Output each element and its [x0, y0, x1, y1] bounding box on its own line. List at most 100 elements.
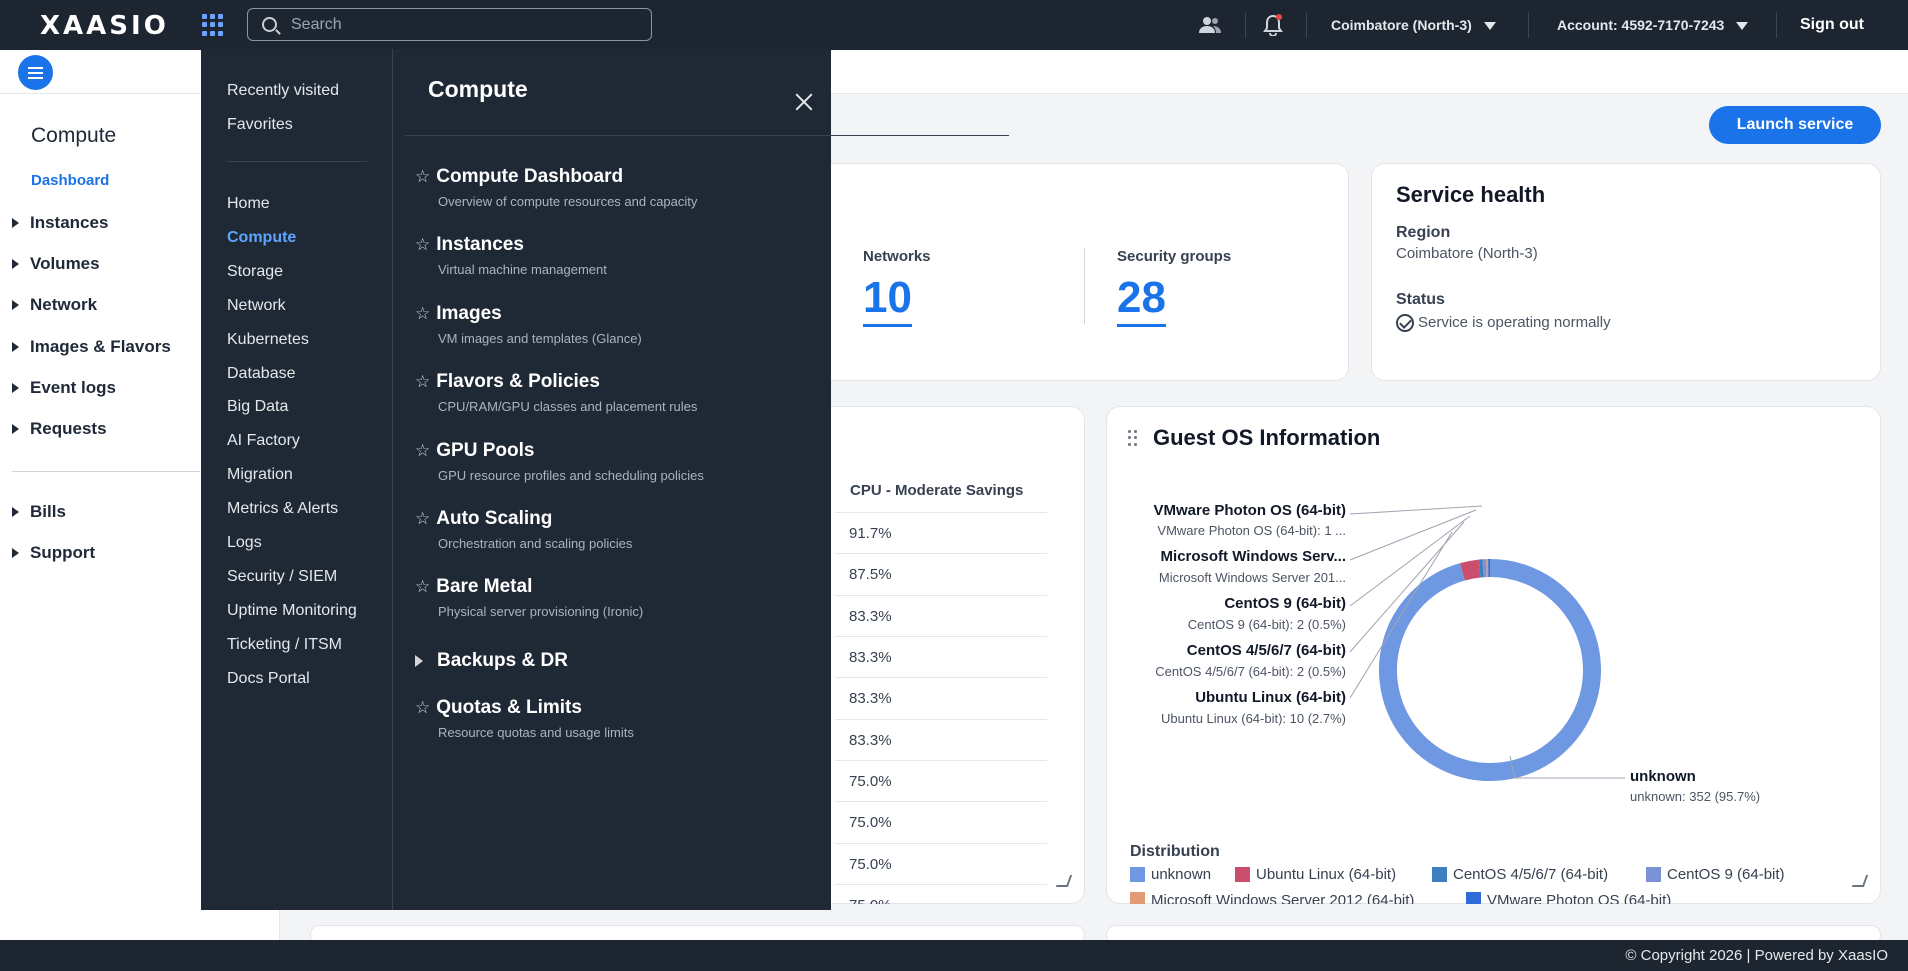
menu-service-panel: Compute ☆ Compute Dashboard Overview of co…: [393, 49, 1009, 910]
bell-icon[interactable]: [1263, 14, 1283, 36]
menu-item-migration[interactable]: Migration: [227, 466, 293, 484]
region-value: Coimbatore (North-3): [1396, 245, 1538, 262]
legend-item[interactable]: VMware Photon OS (64-bit): [1466, 892, 1671, 904]
star-icon[interactable]: ☆: [415, 509, 431, 528]
donut-slice[interactable]: [1460, 559, 1481, 581]
star-icon[interactable]: ☆: [415, 577, 431, 597]
divider: [1528, 12, 1529, 38]
menu-service-flavors-policies[interactable]: ☆ Flavors & Policies CPU/RAM/GPU classes a…: [415, 371, 698, 415]
legend-item[interactable]: CentOS 9 (64-bit): [1646, 866, 1785, 883]
close-icon[interactable]: [793, 91, 815, 113]
menu-category-list: Recently visited Favorites Home Compute St…: [201, 49, 393, 910]
donut-slice[interactable]: [1379, 559, 1601, 781]
callout-sub: CentOS 4/5/6/7 (64-bit): 2 (0.5%): [1155, 664, 1346, 679]
menu-service-auto-scaling[interactable]: ☆ Auto Scaling Orchestration and scaling p…: [415, 508, 633, 551]
legend-title: Distribution: [1130, 843, 1220, 860]
menu-item-kubernetes[interactable]: Kubernetes: [227, 330, 309, 348]
caret-right-icon: [12, 383, 19, 393]
menu-group-backups-dr[interactable]: Backups & DR: [415, 650, 568, 672]
menu-item-favorites[interactable]: Favorites: [227, 116, 293, 133]
account-selector[interactable]: Account: 4592-7170-7243: [1557, 17, 1749, 33]
sign-out-link[interactable]: Sign out: [1800, 16, 1864, 33]
menu-item-uptime-monitoring[interactable]: Uptime Monitoring: [227, 601, 357, 619]
sidebar-item-bills[interactable]: Bills: [12, 502, 66, 522]
logo[interactable]: XAASIO: [40, 11, 169, 41]
sidebar-item-volumes[interactable]: Volumes: [12, 254, 100, 274]
divider: [1245, 12, 1246, 38]
menu-item-big-data[interactable]: Big Data: [227, 398, 289, 416]
footer-copyright: © Copyright 2026 | Powered by XaasIO: [1625, 947, 1888, 964]
search-input[interactable]: [291, 15, 631, 34]
menu-item-storage[interactable]: Storage: [227, 262, 284, 280]
star-icon[interactable]: ☆: [415, 698, 431, 717]
region-selector[interactable]: Coimbatore (North-3): [1331, 17, 1496, 33]
top-bar: XAASIO Coimbatore (North-3) Account: 459…: [0, 0, 1908, 50]
legend-item[interactable]: unknown: [1130, 866, 1211, 883]
star-icon[interactable]: ☆: [415, 167, 431, 186]
menu-item-network[interactable]: Network: [227, 296, 286, 314]
menu-item-home[interactable]: Home: [227, 195, 270, 212]
stat-divider: [1084, 248, 1085, 324]
menu-item-ticketing-itsm[interactable]: Ticketing / ITSM: [227, 635, 342, 653]
callout-sub: VMware Photon OS (64-bit): 1 ...: [1157, 523, 1346, 538]
star-icon[interactable]: ☆: [415, 440, 431, 460]
menu-item-security-siem[interactable]: Security / SIEM: [227, 567, 338, 585]
caret-right-icon: [12, 548, 19, 558]
menu-toggle-button[interactable]: [18, 55, 53, 90]
legend-swatch: [1646, 867, 1661, 882]
cpu-table-header: CPU - Moderate Savings: [850, 482, 1024, 499]
menu-service-instances[interactable]: ☆ Instances Virtual machine management: [415, 234, 607, 278]
menu-item-metrics-alerts[interactable]: Metrics & Alerts: [227, 500, 339, 518]
menu-item-logs[interactable]: Logs: [227, 534, 262, 551]
sidebar-item-dashboard[interactable]: Dashboard: [31, 172, 110, 189]
star-icon[interactable]: ☆: [415, 372, 431, 392]
caret-right-icon: [415, 654, 423, 667]
sidebar-item-instances[interactable]: Instances: [12, 213, 108, 233]
menu-service-quotas-limits[interactable]: ☆ Quotas & Limits Resource quotas and usa…: [415, 697, 634, 740]
menu-item-docs-portal[interactable]: Docs Portal: [227, 669, 310, 687]
menu-item-recently-visited[interactable]: Recently visited: [227, 82, 340, 99]
menu-panel-title: Compute: [428, 76, 528, 102]
users-icon[interactable]: [1199, 16, 1221, 34]
caret-right-icon: [12, 507, 19, 517]
services-mega-menu: Recently visited Favorites Home Compute St…: [201, 49, 1009, 910]
cpu-table-row: 75.0%: [835, 801, 1047, 842]
menu-service-gpu-pools[interactable]: ☆ GPU Pools GPU resource profiles and sche…: [415, 439, 704, 483]
cpu-table-row: 83.3%: [835, 636, 1047, 677]
account-label: Account: 4592-7170-7243: [1557, 17, 1725, 33]
menu-service-images[interactable]: ☆ Images VM images and templates (Glance): [415, 302, 642, 346]
star-icon[interactable]: ☆: [415, 235, 431, 255]
legend-item[interactable]: Ubuntu Linux (64-bit): [1235, 866, 1396, 883]
guest-os-card: [1106, 406, 1881, 904]
menu-item-database[interactable]: Database: [227, 364, 296, 382]
callout-lines: [1349, 505, 1625, 779]
legend-item[interactable]: CentOS 4/5/6/7 (64-bit): [1432, 866, 1608, 883]
star-icon[interactable]: ☆: [415, 303, 431, 323]
sidebar-item-network[interactable]: Network: [12, 295, 97, 315]
menu-item-compute[interactable]: Compute: [227, 228, 297, 246]
sidebar-item-event-logs[interactable]: Event logs: [12, 378, 116, 398]
sidebar-item-images-flavors[interactable]: Images & Flavors: [12, 337, 171, 357]
service-health-card: [1371, 163, 1881, 381]
menu-service-compute-dashboard[interactable]: ☆ Compute Dashboard Overview of compute re…: [415, 166, 698, 209]
caret-right-icon: [12, 424, 19, 434]
stat-value-networks[interactable]: 10: [863, 274, 912, 327]
legend-swatch: [1432, 867, 1447, 882]
legend-item[interactable]: Microsoft Windows Server 2012 (64-bit): [1130, 892, 1414, 904]
stat-label-networks: Networks: [863, 248, 931, 265]
launch-service-button[interactable]: Launch service: [1709, 106, 1881, 144]
drag-handle-icon[interactable]: [1128, 430, 1138, 446]
stat-value-security-groups[interactable]: 28: [1117, 274, 1166, 327]
sidebar-item-requests[interactable]: Requests: [12, 419, 107, 439]
apps-grid-icon[interactable]: [202, 14, 224, 36]
search-bar[interactable]: [247, 8, 652, 41]
menu-service-bare-metal[interactable]: ☆ Bare Metal Physical server provisioning …: [415, 576, 644, 620]
status-value: Service is operating normally: [1396, 314, 1611, 333]
menu-item-ai-factory[interactable]: AI Factory: [227, 432, 300, 450]
callout-label: CentOS 4/5/6/7 (64-bit): [1186, 642, 1346, 659]
region-label: Region: [1396, 224, 1451, 241]
callout-label: Microsoft Windows Serv...: [1160, 548, 1346, 565]
callout-sub: unknown: 352 (95.7%): [1630, 789, 1761, 804]
guest-os-donut-chart: [1379, 559, 1601, 781]
sidebar-item-support[interactable]: Support: [12, 543, 95, 563]
